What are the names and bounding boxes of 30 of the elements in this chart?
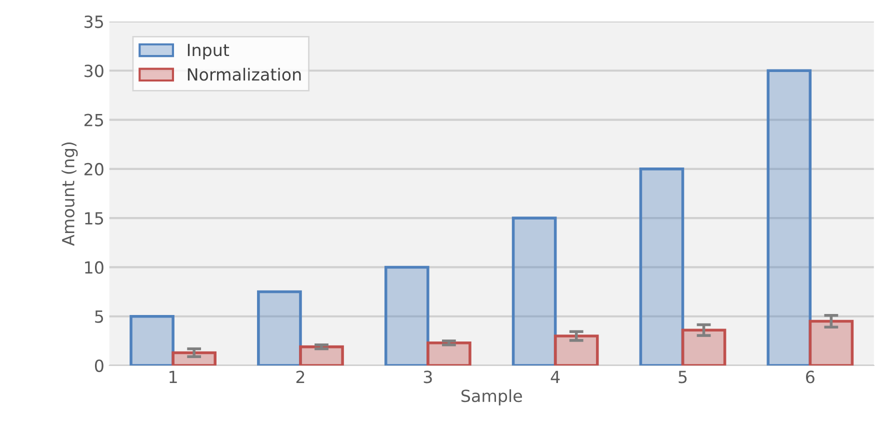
y-tick-label: 25	[84, 114, 104, 126]
bar	[808, 320, 854, 366]
x-tick-label: 5	[678, 370, 687, 384]
y-tick-label: 15	[85, 212, 104, 225]
x-tick-label: 6	[806, 370, 814, 384]
y-tick-label: 35	[84, 15, 104, 28]
bar	[426, 342, 472, 366]
bar	[554, 334, 599, 366]
x-tick-label: 3	[424, 370, 432, 384]
bar	[257, 290, 302, 366]
x-tick-label: 1	[170, 370, 177, 384]
bar	[130, 314, 174, 366]
x-tick-label: 2	[296, 370, 304, 384]
bar	[172, 351, 216, 366]
y-tick-label: 5	[95, 310, 104, 323]
y-tick-label: 20	[84, 162, 104, 176]
bar	[766, 69, 812, 366]
y-axis-title: Amount (ng)	[62, 142, 78, 246]
y-tick-label: 30	[84, 64, 104, 78]
legend-label: Normalization	[188, 68, 301, 81]
y-tick-label: 10	[85, 261, 104, 274]
y-tick-label: 0	[94, 359, 104, 372]
bar	[384, 266, 430, 366]
bar	[639, 168, 684, 366]
x-axis-title: Sample	[461, 389, 522, 406]
bar	[299, 345, 344, 366]
bar	[681, 328, 726, 366]
legend-label: Input	[188, 44, 230, 60]
x-tick-label: 4	[550, 370, 560, 384]
bar	[512, 216, 557, 366]
